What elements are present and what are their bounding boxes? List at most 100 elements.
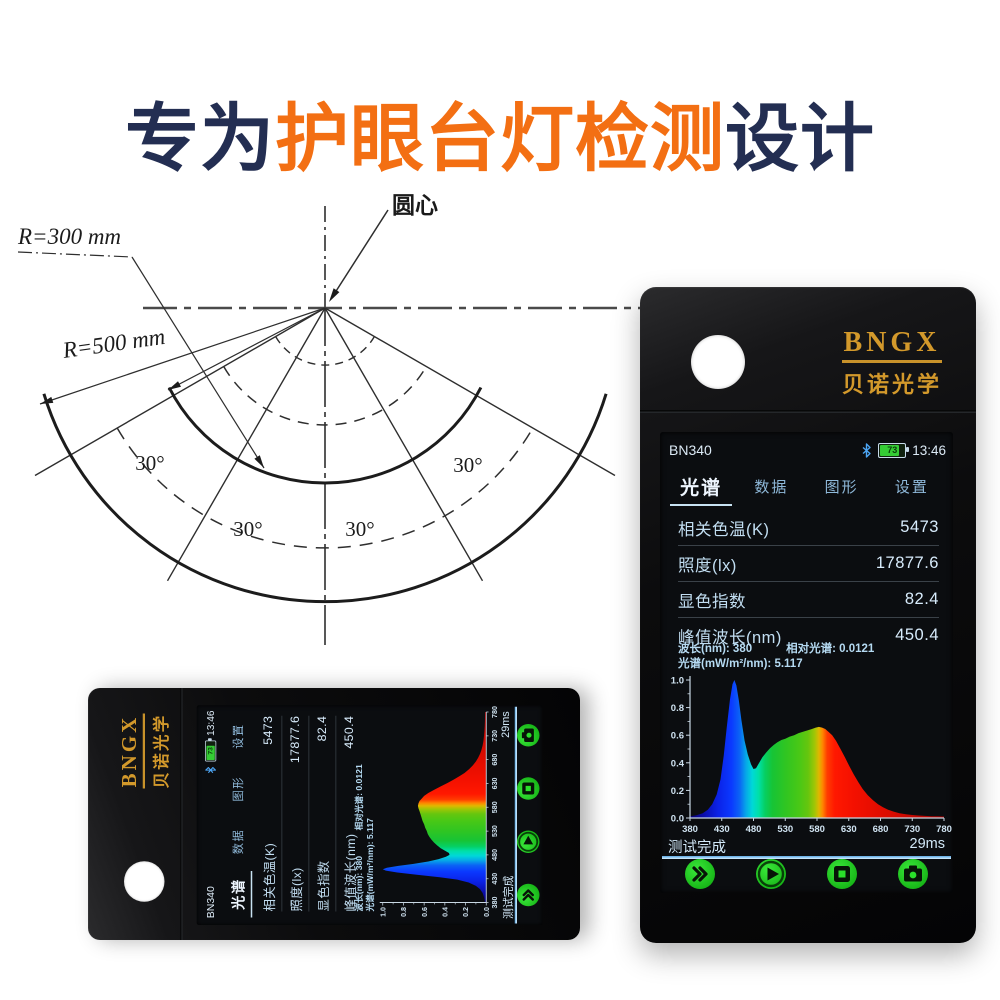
x-tick-label: 480	[746, 824, 762, 835]
cursor-relative: 相对光谱: 0.0121	[355, 764, 364, 831]
tab-图形[interactable]: 图形	[231, 776, 245, 802]
reading-value: 82.4	[315, 715, 329, 742]
cursor-wavelength: 波长(nm): 380	[355, 855, 364, 912]
cursor-irradiance: 光谱(mW/m²/nm): 5.117	[678, 658, 803, 670]
control-buttons	[517, 705, 540, 925]
angle-label-4: 30°	[453, 453, 482, 477]
spectrometer-device: BNGX 贝诺光学 BN340 73 13:46 光谱 数据 图形设	[88, 688, 580, 940]
readings-list: 相关色温(K) 5473 照度(lx) 17877.6 显色指数 82.4 峰值波长(nm)…	[255, 715, 362, 912]
camera-button[interactable]	[898, 859, 928, 889]
rotated-device-slot: BNGX 贝诺光学 BN340 73 13:46 光谱 数据 图形设	[88, 688, 580, 940]
spectrum-area	[382, 712, 487, 903]
cursor-info: 波长(nm): 380 相对光谱: 0.0121 光谱(mW/m²/nm): 5.…	[678, 642, 945, 672]
reading-row: 峰值波长(nm) 450.4	[678, 618, 939, 653]
y-tick-label: 0.2	[462, 907, 470, 917]
reading-row: 相关色温(K) 5473	[678, 510, 939, 546]
test-status-row: 测试完成 29ms	[500, 711, 516, 919]
cursor-wavelength: 波长(nm): 380	[678, 643, 753, 655]
device-divider	[180, 688, 183, 940]
model-label: BN340	[204, 886, 217, 919]
reading-label: 照度(lx)	[678, 556, 737, 575]
diagram-arc-r300	[167, 386, 483, 485]
y-tick-label: 0.0	[483, 907, 491, 917]
angle-label-3: 30°	[345, 517, 374, 541]
spectrometer-device: BNGX 贝诺光学 BN340 73 13:46 光谱 数据 图形设	[640, 287, 976, 943]
reading-value: 17877.6	[875, 554, 939, 572]
reading-label: 照度(lx)	[290, 867, 304, 912]
battery-icon: 73	[204, 740, 216, 762]
y-tick-label: 0.4	[441, 907, 449, 917]
x-tick-label: 780	[936, 824, 952, 835]
tab-光谱[interactable]: 光谱	[224, 868, 251, 921]
title-part-2: 护眼台灯检测	[275, 96, 725, 180]
diagram-arc-r500	[42, 393, 608, 604]
stop-button[interactable]	[827, 859, 857, 889]
play-button[interactable]	[517, 830, 540, 853]
battery-percent: 73	[206, 747, 215, 755]
fast-forward-button[interactable]	[685, 859, 715, 889]
x-tick-label: 780	[491, 706, 499, 718]
device-top-panel: BNGX 贝诺光学	[640, 287, 976, 410]
spectrum-chart: 0.0 0.2 0.4 0.6 0.8 1.0 380 430 480 530 580 630 680 7…	[379, 706, 499, 917]
stop-button[interactable]	[517, 777, 540, 800]
stop-icon	[834, 866, 850, 882]
y-tick-label: 0.8	[671, 703, 684, 714]
beam-angle-diagram: R=300 mm R=500 mm 圆心 30° 30° 30° 30°	[17, 193, 648, 645]
y-tick-label: 0.6	[671, 731, 684, 742]
status-bar: BN340 73 13:46	[204, 711, 218, 919]
device-top-panel: BNGX 贝诺光学	[88, 688, 180, 940]
arrowhead-center	[329, 288, 340, 302]
reading-value: 17877.6	[288, 715, 302, 764]
progress-bar	[662, 856, 951, 859]
play-button[interactable]	[756, 859, 786, 889]
sensor-hole	[124, 861, 165, 902]
tab-图形[interactable]: 图形	[824, 478, 859, 496]
reading-value: 450.4	[895, 626, 939, 644]
diagram-r500-dimension-line	[39, 307, 326, 405]
x-tick-label: 730	[904, 824, 920, 835]
x-tick-label: 580	[491, 801, 499, 813]
tab-数据[interactable]: 数据	[754, 478, 789, 496]
brand-logo-chinese: 贝诺光学	[841, 372, 942, 397]
y-tick-label: 0.0	[671, 814, 684, 825]
x-tick-label: 480	[491, 849, 499, 861]
test-status-row: 测试完成 29ms	[668, 836, 945, 857]
status-bar: BN340 73 13:46	[669, 441, 946, 459]
camera-icon	[904, 865, 922, 882]
test-status-label: 测试完成	[502, 875, 515, 920]
angle-label-2: 30°	[233, 517, 262, 541]
camera-icon	[521, 728, 534, 742]
tab-数据[interactable]: 数据	[231, 828, 245, 855]
play-icon	[757, 860, 785, 888]
title-part-1: 专为	[125, 96, 275, 180]
tab-bar: 光谱 数据 图形 设置	[666, 468, 947, 504]
tab-设置[interactable]: 设置	[231, 723, 245, 749]
reading-label: 峰值波长(nm)	[678, 628, 782, 647]
camera-button[interactable]	[517, 724, 540, 747]
diagram-ray-right30	[324, 307, 484, 582]
bluetooth-icon	[862, 442, 871, 458]
battery-icon: 73	[878, 442, 910, 458]
y-tick-label: 0.6	[421, 907, 429, 917]
reading-label: 相关色温(K)	[678, 520, 770, 539]
y-tick-label: 1.0	[671, 676, 684, 687]
y-tick-label: 0.4	[671, 758, 685, 769]
diagram-ray-right60	[324, 307, 616, 477]
diagram-arc-dashed-1	[274, 336, 376, 366]
arrowhead-r300-inner	[168, 381, 181, 390]
x-tick-label: 530	[491, 825, 499, 837]
reading-value: 5473	[900, 518, 939, 536]
brand-logo: BNGX 贝诺光学	[118, 713, 172, 789]
tab-光谱[interactable]: 光谱	[666, 468, 736, 504]
diagram-arc-dashed-2	[223, 366, 427, 426]
device-screen: BN340 73 13:46 光谱 数据 图形 设置 相关色温(K) 5473 照度(lx…	[196, 705, 543, 925]
spectrum-chart: 0.0 0.2 0.4 0.6 0.8 1.0 380 430 480 530 580 630 680 7…	[671, 676, 952, 836]
fast-forward-button[interactable]	[517, 883, 540, 907]
readings-list: 相关色温(K) 5473 照度(lx) 17877.6 显色指数 82.4 峰值波长(nm)…	[678, 510, 939, 653]
brand-logo: BNGX 贝诺光学	[841, 327, 942, 399]
diagram-r300-leader	[131, 256, 265, 469]
x-tick-label: 430	[491, 873, 499, 885]
circle-center-label: 圆心	[392, 193, 438, 218]
diagram-ray-left60	[34, 307, 326, 477]
tab-设置[interactable]: 设置	[894, 478, 929, 496]
